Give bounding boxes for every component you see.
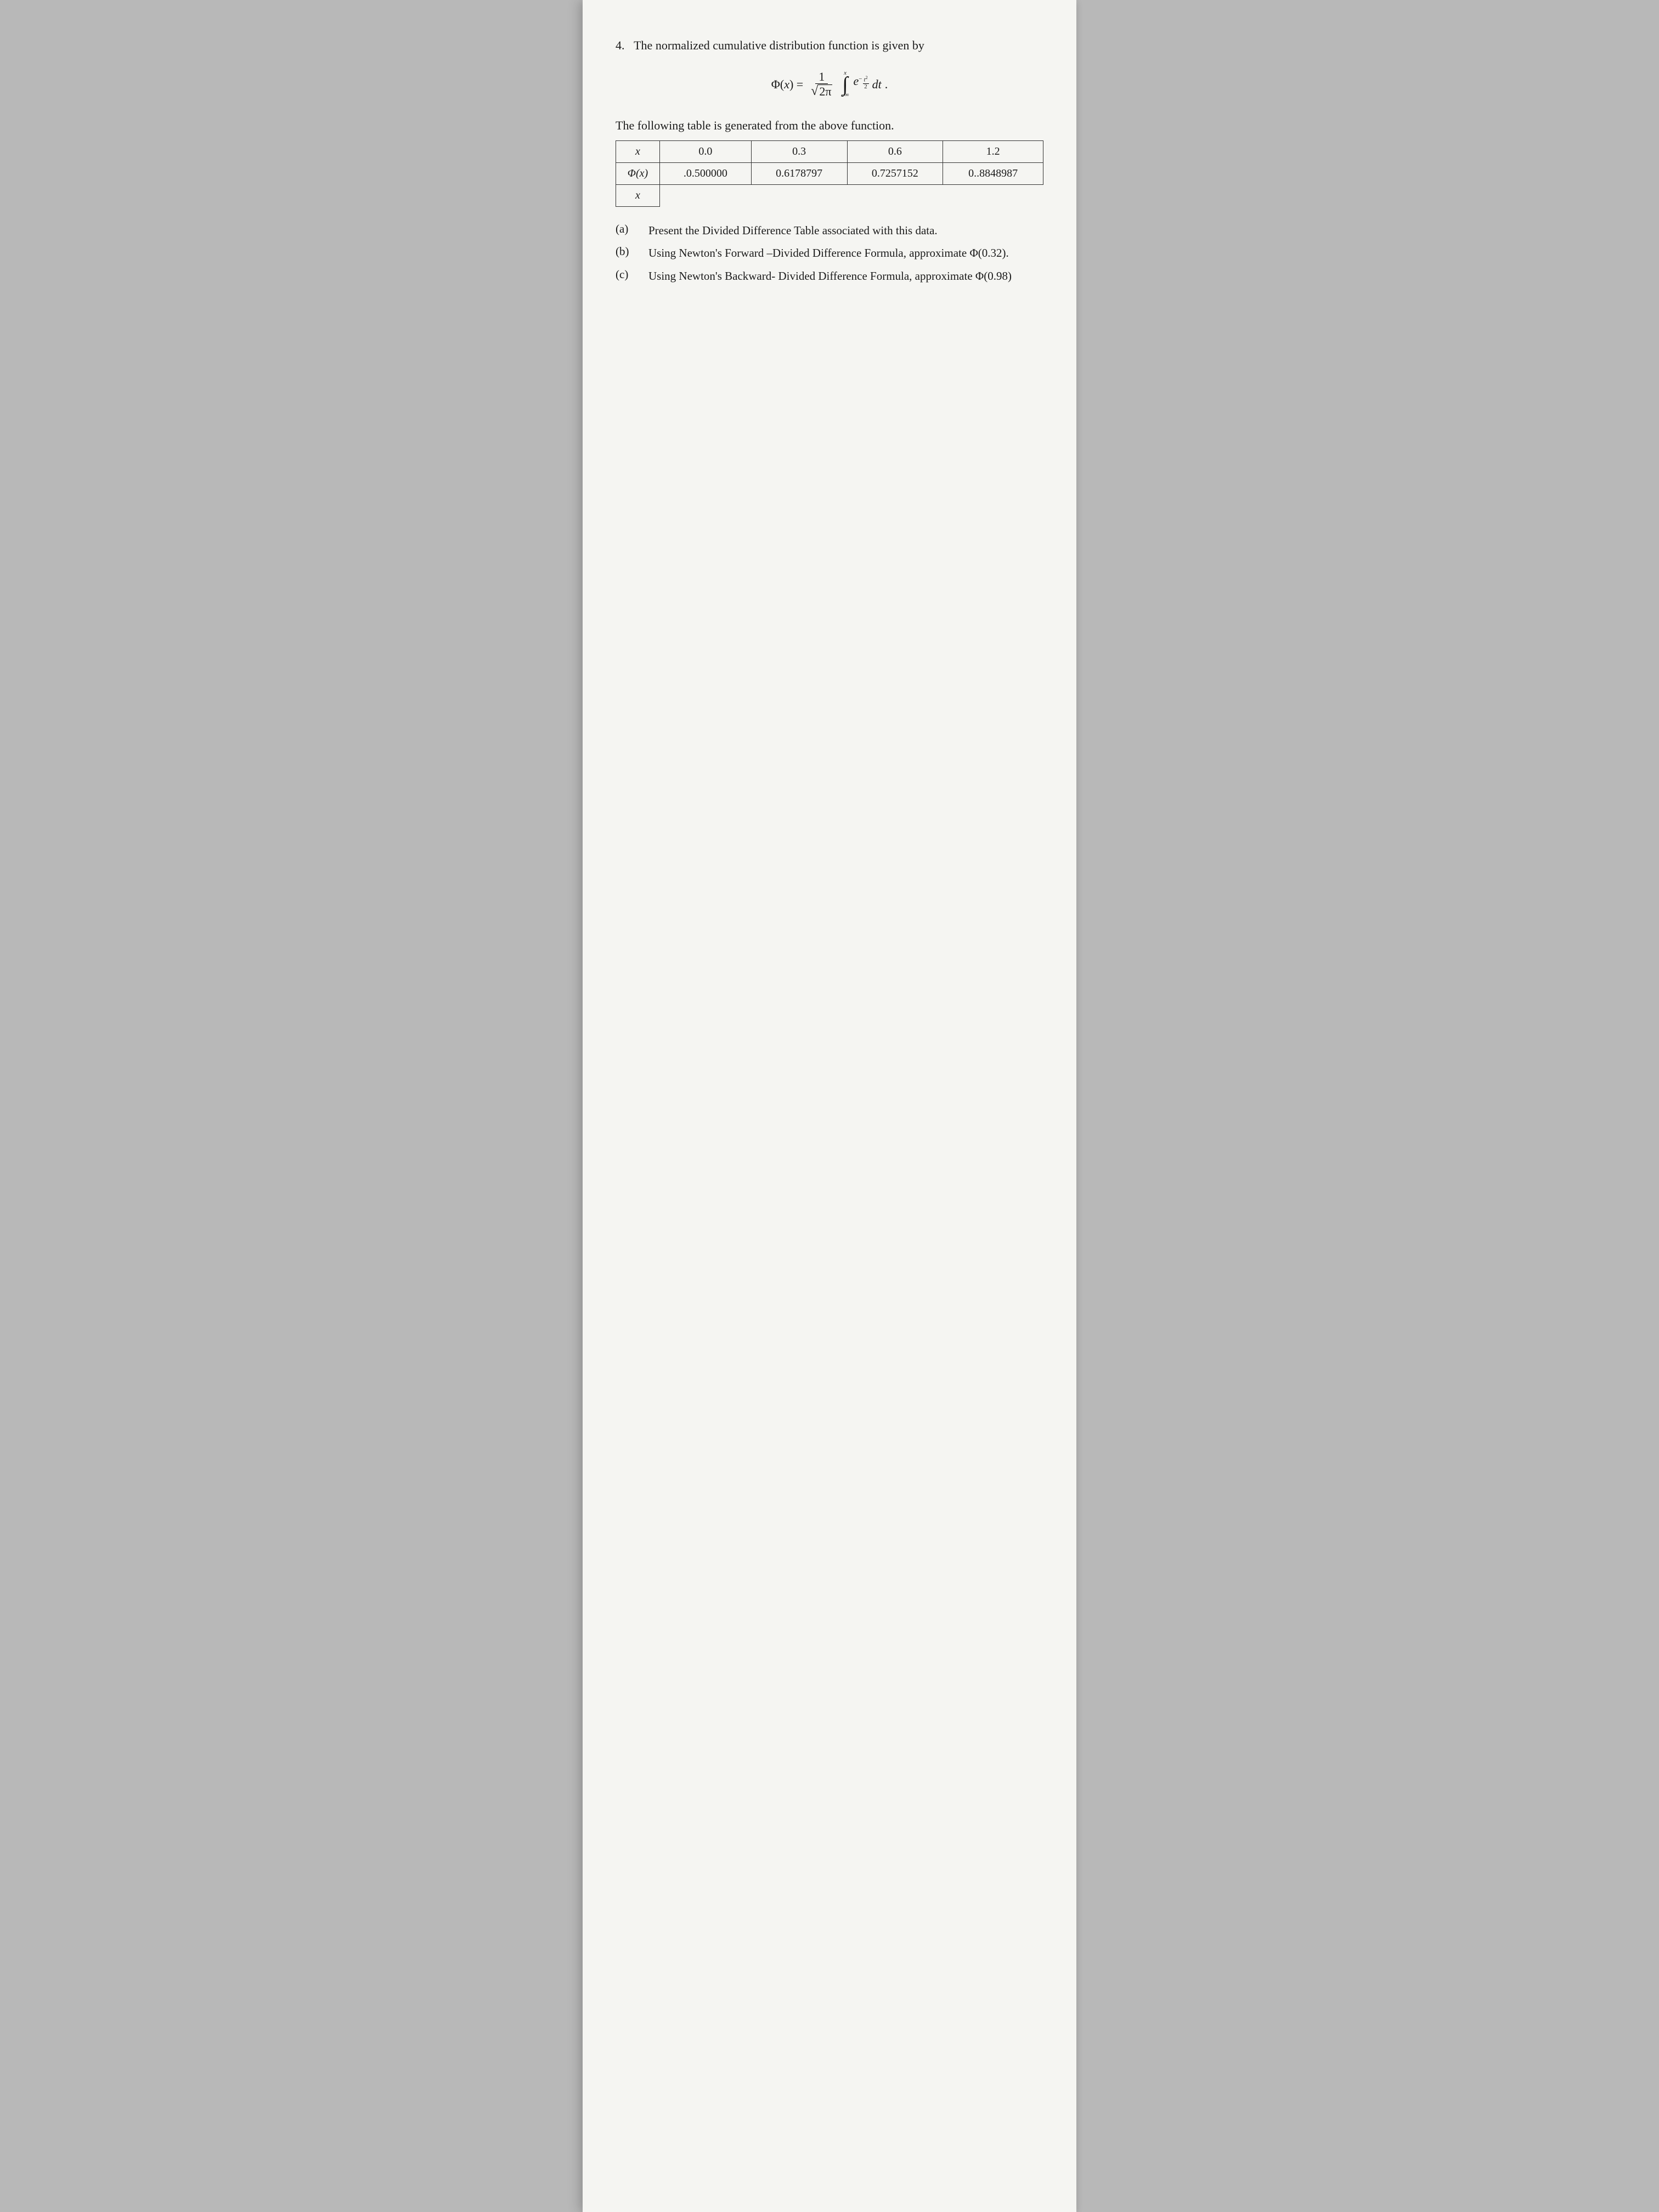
empty-cell [660, 184, 1043, 206]
period: . [1006, 246, 1009, 259]
table-cell: 0.0 [660, 140, 752, 162]
var-x: x [784, 77, 789, 91]
exp-num: t2 [863, 76, 869, 84]
phi-symbol: Φ( [771, 77, 784, 91]
part-a-text: Present the Divided Difference Table ass… [648, 224, 938, 237]
phi-value: Φ(0.98) [975, 269, 1012, 283]
table-cell: 1.2 [943, 140, 1043, 162]
phi-value: Φ(0.32) [969, 246, 1006, 259]
part-text: Using Newton's Backward- Divided Differe… [648, 268, 1043, 285]
formula-period: . [885, 77, 888, 92]
table-intro-text: The following table is generated from th… [616, 119, 1043, 133]
problem-heading: 4. The normalized cumulative distributio… [616, 38, 1043, 53]
table-row: Φ(x) .0.500000 0.6178797 0.7257152 0..88… [616, 162, 1043, 184]
part-a: (a) Present the Divided Difference Table… [616, 222, 1043, 240]
exponent: −t22 [859, 76, 868, 90]
integrand: e−t22 [854, 74, 869, 94]
table-cell: 0.3 [751, 140, 847, 162]
part-c: (c) Using Newton's Backward- Divided Dif… [616, 268, 1043, 285]
exp-t-sq: 2 [866, 75, 868, 80]
sqrt-body: 2π [818, 84, 832, 98]
exp-den: 2 [863, 84, 868, 90]
formula-lhs: Φ(x) = [771, 77, 803, 92]
formula-display: Φ(x) = 1 2π x ∫ −∞ e−t22 dt . [616, 70, 1043, 99]
row-header-phi: Φ(x) [616, 162, 660, 184]
table-cell: 0.7257152 [847, 162, 943, 184]
integral-lower: −∞ [841, 93, 849, 98]
problem-number: 4. [616, 38, 631, 53]
document-page: 4. The normalized cumulative distributio… [583, 0, 1076, 2212]
table-cell: .0.500000 [660, 162, 752, 184]
part-b: (b) Using Newton's Forward –Divided Diff… [616, 245, 1043, 262]
dt: dt [872, 77, 882, 92]
data-table: x 0.0 0.3 0.6 1.2 Φ(x) .0.500000 0.61787… [616, 140, 1043, 207]
part-label: (a) [616, 222, 648, 240]
part-b-text: Using Newton's Forward –Divided Differen… [648, 246, 969, 259]
heading-text: The normalized cumulative distribution f… [634, 38, 924, 52]
table-cell: 0.6178797 [751, 162, 847, 184]
part-text: Present the Divided Difference Table ass… [648, 222, 1043, 240]
e-base: e [854, 74, 859, 88]
part-label: (c) [616, 268, 648, 285]
part-c-text: Using Newton's Backward- Divided Differe… [648, 269, 975, 283]
integral-sign: ∫ [842, 76, 848, 93]
exp-neg: − [859, 76, 862, 82]
frac-denominator: 2π [809, 84, 834, 98]
table-cell: 0..8848987 [943, 162, 1043, 184]
integral-symbol: x ∫ −∞ [841, 71, 849, 98]
equals: ) = [789, 77, 803, 91]
part-label: (b) [616, 245, 648, 262]
table-row: x [616, 184, 1043, 206]
table-row: x 0.0 0.3 0.6 1.2 [616, 140, 1043, 162]
part-text: Using Newton's Forward –Divided Differen… [648, 245, 1043, 262]
question-parts: (a) Present the Divided Difference Table… [616, 222, 1043, 285]
frac-numerator: 1 [815, 70, 828, 84]
row-header-x2: x [616, 184, 660, 206]
fraction-coeff: 1 2π [809, 70, 834, 99]
row-header-x: x [616, 140, 660, 162]
table-cell: 0.6 [847, 140, 943, 162]
